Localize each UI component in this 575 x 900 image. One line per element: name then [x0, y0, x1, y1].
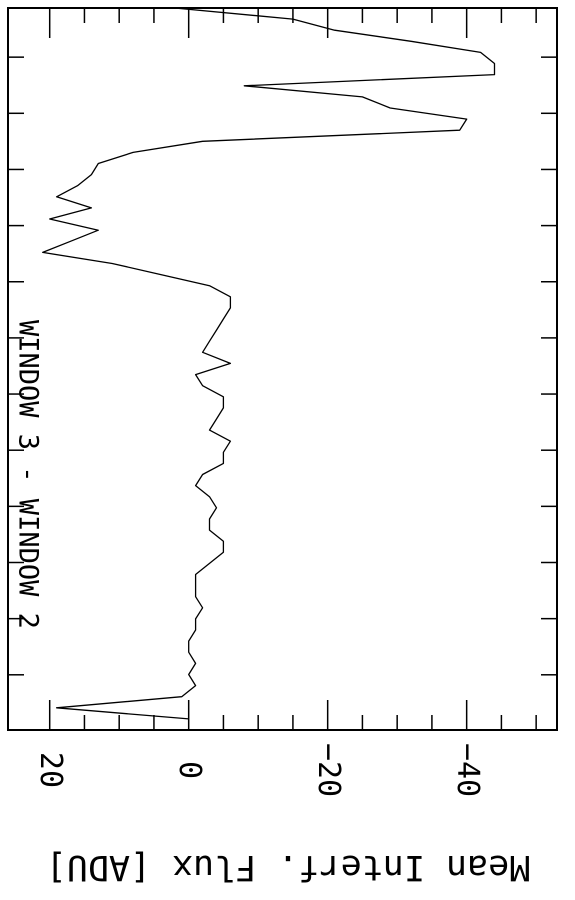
- y-axis-label: Mean Interf. Flux [ADU]: [46, 847, 531, 887]
- y-tick-label: −20: [311, 743, 346, 797]
- y-tick-label: −40: [450, 743, 485, 797]
- tick-marks: [8, 8, 557, 730]
- plot-frame: [7, 7, 558, 731]
- y-tick-label: 20: [33, 752, 68, 788]
- window-annotation: WINDOW 3 - WINDOW 2: [13, 320, 44, 629]
- series-line: [42, 7, 496, 720]
- y-tick-labels: 20 0 −20 −40: [33, 743, 485, 797]
- y-tick-label: 0: [172, 761, 207, 779]
